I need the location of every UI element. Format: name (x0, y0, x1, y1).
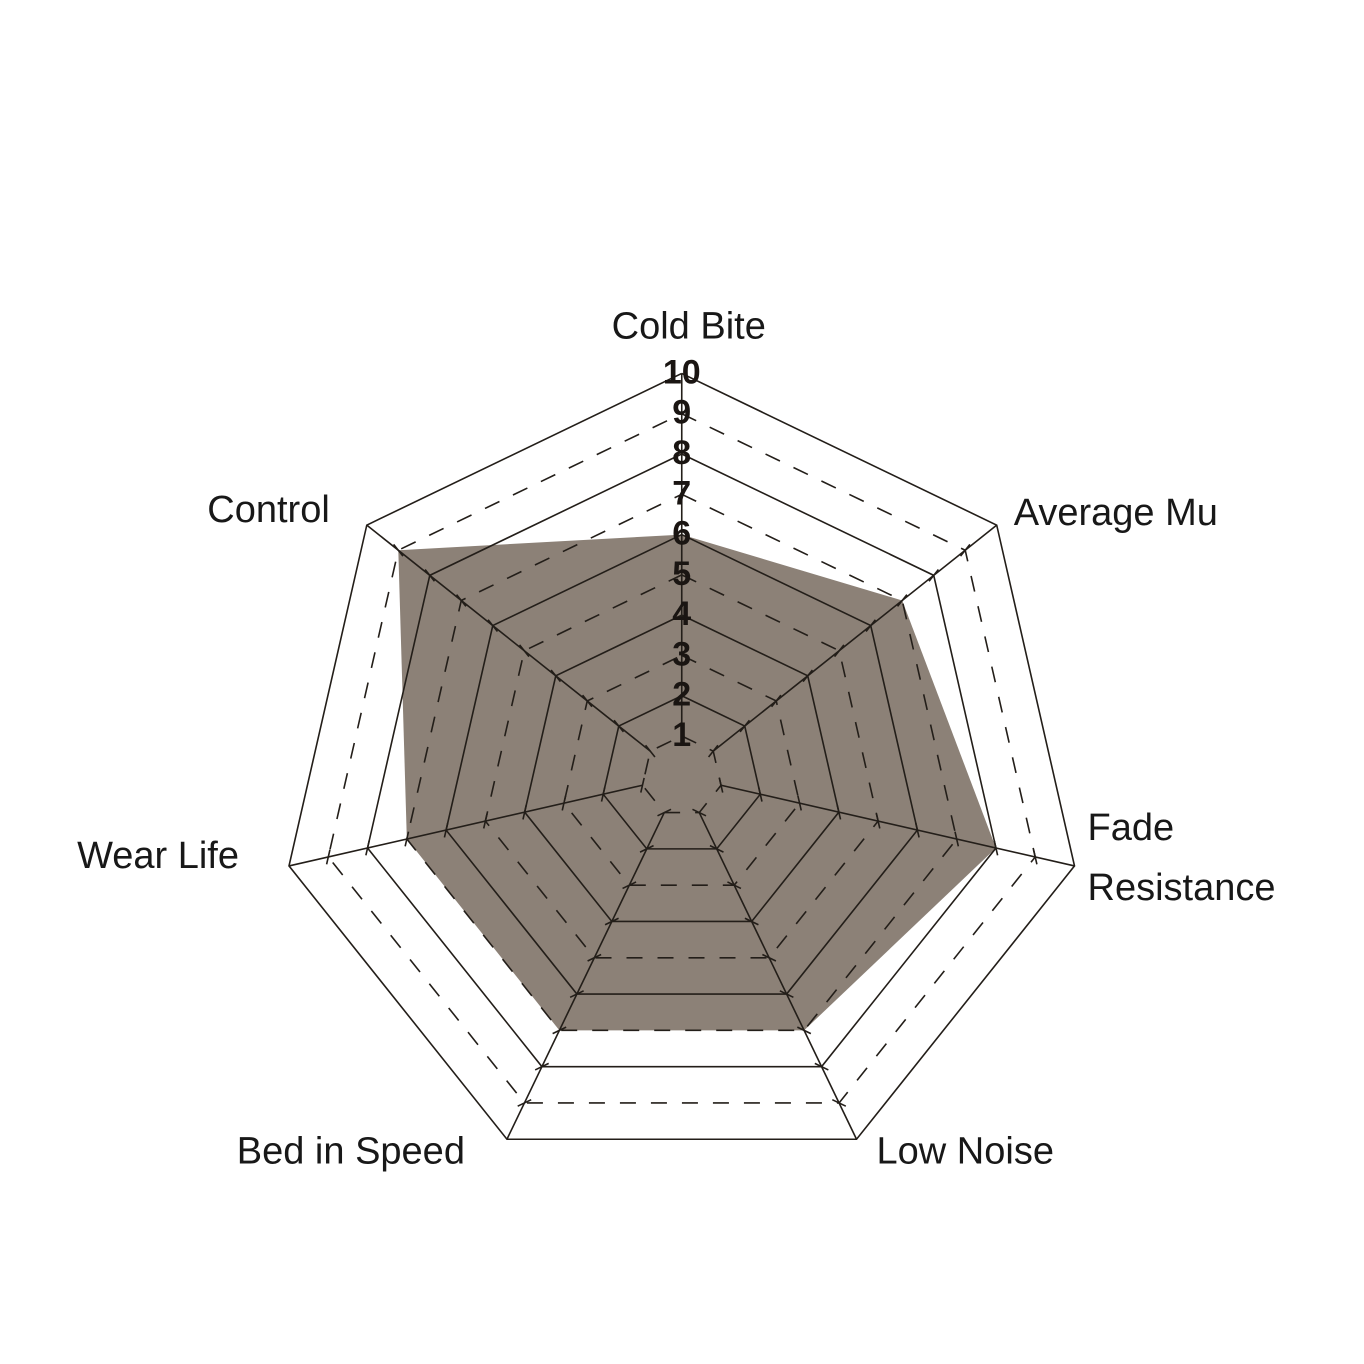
svg-text:Average Mu: Average Mu (1014, 492, 1218, 534)
svg-text:3: 3 (672, 635, 691, 673)
svg-text:6: 6 (672, 515, 691, 553)
svg-text:2: 2 (672, 676, 691, 714)
svg-text:Bed in Speed: Bed in Speed (237, 1130, 465, 1172)
svg-text:Cold Bite: Cold Bite (612, 305, 766, 347)
svg-text:Resistance: Resistance (1088, 867, 1276, 909)
svg-text:Low Noise: Low Noise (877, 1130, 1054, 1172)
svg-text:8: 8 (672, 434, 691, 472)
svg-text:10: 10 (663, 353, 701, 391)
svg-text:7: 7 (672, 474, 691, 512)
svg-text:Wear Life: Wear Life (77, 835, 239, 877)
svg-text:9: 9 (672, 394, 691, 432)
svg-text:4: 4 (672, 595, 691, 633)
svg-text:1: 1 (672, 716, 691, 754)
svg-text:Fade: Fade (1088, 807, 1175, 849)
svg-text:Control: Control (207, 489, 330, 531)
svg-text:5: 5 (672, 555, 691, 593)
